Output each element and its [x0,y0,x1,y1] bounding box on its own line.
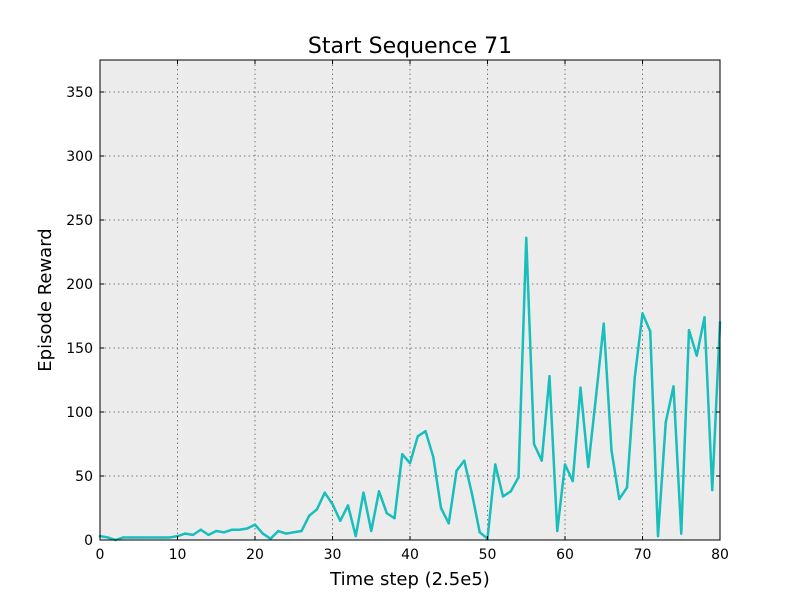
x-tick-label: 20 [246,547,264,563]
data-point [401,453,404,456]
data-point [494,463,497,466]
y-tick-label: 200 [66,277,93,293]
data-point [416,435,419,438]
chart-title: Start Sequence 71 [308,34,512,59]
y-tick-label: 250 [66,213,93,229]
x-tick-label: 10 [169,547,187,563]
data-point [711,488,714,492]
x-tick-label: 0 [96,547,105,563]
x-tick-label: 50 [479,547,497,563]
data-point [463,459,466,462]
data-point [331,502,334,506]
data-point [618,497,621,501]
y-tick-label: 350 [66,85,93,101]
data-point [153,536,156,539]
data-point [633,376,636,379]
data-point [548,374,551,378]
data-point [680,532,683,535]
data-point [455,469,458,473]
data-point [230,528,233,531]
data-point [439,506,443,510]
data-point [556,529,559,533]
data-point [641,312,644,315]
data-point [370,529,373,533]
data-point [703,316,706,319]
data-point [362,491,365,494]
data-point [122,536,125,539]
data-point [579,386,582,389]
data-point [408,462,412,465]
data-point [587,465,590,469]
data-point [501,495,505,498]
data-point [308,514,311,517]
data-point [532,442,536,446]
data-point [687,328,691,332]
data-point [602,322,605,325]
data-point [238,528,241,531]
data-point [447,522,450,525]
data-point [664,421,667,424]
data-point [300,529,303,533]
data-point [509,490,512,493]
x-tick-label: 30 [324,547,342,563]
data-point [168,536,171,539]
data-point [207,533,210,537]
data-point [649,330,652,333]
data-point [261,532,264,535]
x-tick-label: 80 [711,547,729,563]
data-point [377,490,381,493]
axis-ticks: 0 10 20 30 40 50 60 70 80 0 50 100 150 200 250 300 350 [66,60,729,563]
data-point [393,517,396,520]
y-tick-label: 300 [66,149,93,165]
data-point [315,508,319,511]
data-point [478,531,481,534]
data-point [292,531,295,534]
y-tick-label: 0 [84,533,93,549]
y-axis-title: Episode Reward [35,228,56,371]
x-tick-label: 40 [401,547,419,563]
data-point [470,492,474,496]
x-axis-title: Time step (2.5e5) [329,569,490,590]
y-tick-label: 150 [66,341,93,357]
data-point [346,504,350,507]
data-point [215,529,218,533]
data-point [594,395,598,398]
data-point [385,511,388,515]
data-point [610,449,613,452]
data-point [517,476,520,479]
data-point [284,532,288,535]
data-point [137,536,140,539]
series-layer [98,236,722,542]
data-point [563,463,567,466]
data-point [432,455,435,458]
data-point [323,491,326,494]
data-point [129,536,133,539]
data-point [191,533,195,537]
data-point [571,479,574,483]
data-point [672,385,675,388]
data-point [525,236,528,240]
data-point [184,532,187,535]
data-point [277,529,280,533]
data-point [656,534,660,538]
data-point [145,536,148,539]
data-point [625,486,629,489]
data-point [695,354,698,357]
data-point [253,523,257,526]
y-tick-label: 100 [66,405,93,421]
data-point [160,536,164,539]
x-tick-label: 60 [556,547,574,563]
data-point [246,527,249,530]
y-tick-label: 50 [75,469,93,485]
data-point [424,430,427,433]
data-point [222,531,226,534]
data-point [540,459,543,462]
data-point [106,536,109,539]
x-tick-label: 70 [634,547,652,563]
data-point [269,537,272,540]
data-point [354,534,357,538]
data-point [199,528,202,531]
data-point [339,519,342,522]
